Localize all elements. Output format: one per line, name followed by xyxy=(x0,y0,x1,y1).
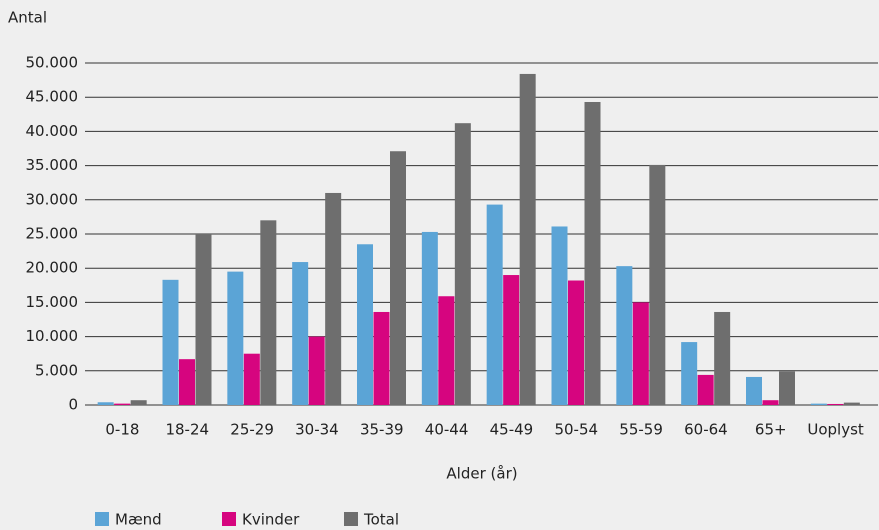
bar xyxy=(454,123,471,405)
bar xyxy=(179,359,195,405)
bar xyxy=(486,204,503,405)
x-tick-label: 0-18 xyxy=(105,421,139,439)
x-tick-label: 30-34 xyxy=(295,421,339,439)
bar xyxy=(649,164,666,405)
bar xyxy=(243,353,260,405)
x-tick-label: 25-29 xyxy=(230,421,274,439)
bar xyxy=(568,280,584,405)
bar xyxy=(260,220,277,405)
bar xyxy=(616,266,633,405)
x-tick-label: 55-59 xyxy=(619,421,663,439)
bar xyxy=(325,192,342,405)
legend-label: Kvinder xyxy=(242,511,300,529)
y-tick-label: 35.000 xyxy=(26,156,79,174)
x-tick-label: 18-24 xyxy=(165,421,209,439)
x-tick-label: Uoplyst xyxy=(807,421,864,439)
bar xyxy=(227,271,244,405)
bar xyxy=(810,403,827,405)
y-tick-label: 15.000 xyxy=(26,293,79,311)
legend-label: Total xyxy=(363,511,399,529)
y-tick-label: 25.000 xyxy=(26,225,79,243)
bar xyxy=(292,262,309,405)
bar xyxy=(390,151,406,405)
x-tick-label: 50-54 xyxy=(554,421,598,439)
bar xyxy=(195,234,212,405)
bar xyxy=(97,402,114,405)
y-tick-label: 20.000 xyxy=(26,259,79,277)
y-tick-label: 30.000 xyxy=(26,190,79,208)
legend-label: Mænd xyxy=(115,511,162,529)
bar xyxy=(421,231,438,405)
x-tick-label: 65+ xyxy=(755,421,787,439)
x-axis-label: Alder (år) xyxy=(446,465,517,483)
y-tick-label: 45.000 xyxy=(26,88,79,106)
x-tick-label: 45-49 xyxy=(490,421,534,439)
y-tick-label: 50.000 xyxy=(26,54,79,72)
x-tick-label: 40-44 xyxy=(425,421,469,439)
bar xyxy=(130,400,147,405)
bar xyxy=(551,226,568,405)
y-tick-label: 5.000 xyxy=(35,361,78,379)
bar xyxy=(438,296,455,405)
bar xyxy=(357,244,373,405)
legend-swatch xyxy=(344,512,358,526)
bar xyxy=(779,371,795,405)
bar xyxy=(762,400,779,405)
legend-swatch xyxy=(95,512,109,526)
bar xyxy=(714,311,731,405)
legend-swatch xyxy=(222,512,236,526)
bar xyxy=(632,302,649,405)
bar xyxy=(519,73,536,405)
y-tick-label: 10.000 xyxy=(26,327,79,345)
bar xyxy=(697,374,714,405)
bar xyxy=(373,311,390,405)
y-tick-label: 0 xyxy=(68,396,78,414)
bar xyxy=(843,402,860,405)
y-axis-label: Antal xyxy=(8,9,47,27)
bar xyxy=(114,403,131,405)
bar xyxy=(827,403,844,405)
bar xyxy=(308,336,325,405)
bar xyxy=(584,101,601,405)
y-tick-label: 40.000 xyxy=(26,122,79,140)
bar xyxy=(681,342,698,405)
bar xyxy=(503,275,520,405)
x-tick-label: 35-39 xyxy=(360,421,404,439)
bar xyxy=(746,376,762,405)
bar xyxy=(162,279,179,405)
x-tick-label: 60-64 xyxy=(684,421,728,439)
